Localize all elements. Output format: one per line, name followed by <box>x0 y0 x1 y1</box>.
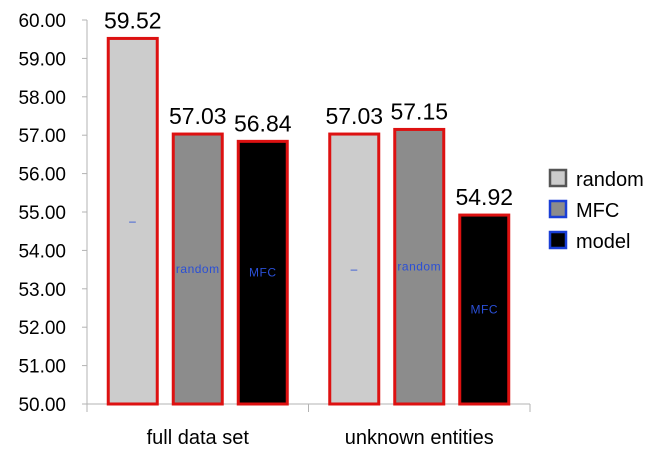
bar[interactable] <box>393 127 446 406</box>
y-tick-label: 59.00 <box>18 49 66 70</box>
data-label: 56.84 <box>234 110 292 136</box>
y-tick-label: 57.00 <box>18 126 66 147</box>
legend-label: model <box>576 231 630 253</box>
bar-inner-label: – <box>129 214 136 228</box>
legend-swatch[interactable] <box>548 230 568 250</box>
bars <box>106 36 511 406</box>
data-label: 59.52 <box>104 7 162 33</box>
bar-inner-label: random <box>176 262 220 276</box>
bar-inner-label: MFC <box>471 303 499 317</box>
bar[interactable] <box>458 213 511 406</box>
data-label: 57.03 <box>169 103 227 129</box>
bar[interactable] <box>236 139 289 406</box>
y-tick-label: 51.00 <box>18 357 66 378</box>
y-tick-label: 52.00 <box>18 318 66 339</box>
legend-label: MFC <box>576 200 619 222</box>
y-tick-label: 56.00 <box>18 165 66 186</box>
data-label: 57.03 <box>325 103 383 129</box>
y-tick-label: 55.00 <box>18 203 66 224</box>
legend-swatch[interactable] <box>548 199 568 219</box>
y-tick-label: 54.00 <box>18 241 66 262</box>
y-tick-label: 50.00 <box>18 395 66 416</box>
y-tick-label: 58.00 <box>18 88 66 109</box>
x-tick-label: full data set <box>147 427 250 449</box>
bar[interactable] <box>328 132 381 406</box>
axes: 50.00 51.00 52.00 53.00 54.00 55.00 56.00 57.00… <box>18 11 531 449</box>
bar-inner-label: MFC <box>249 266 277 280</box>
y-tick-label: 60.00 <box>18 11 66 32</box>
data-label: 57.15 <box>390 98 448 124</box>
bar[interactable] <box>106 36 159 406</box>
bar[interactable] <box>171 132 224 406</box>
x-tick-label: unknown entities <box>345 427 494 449</box>
legend-swatch[interactable] <box>548 168 568 188</box>
data-label: 54.92 <box>455 184 513 210</box>
legend: random MFC model <box>548 168 644 253</box>
data-labels: 59.52 – 57.03 random 56.84 MFC 57.03 – 57.15 rand… <box>104 7 513 316</box>
legend-label: random <box>576 169 644 191</box>
y-tick-label: 53.00 <box>18 280 66 301</box>
bar-inner-label: random <box>397 260 441 274</box>
bar-inner-label: – <box>351 262 358 276</box>
